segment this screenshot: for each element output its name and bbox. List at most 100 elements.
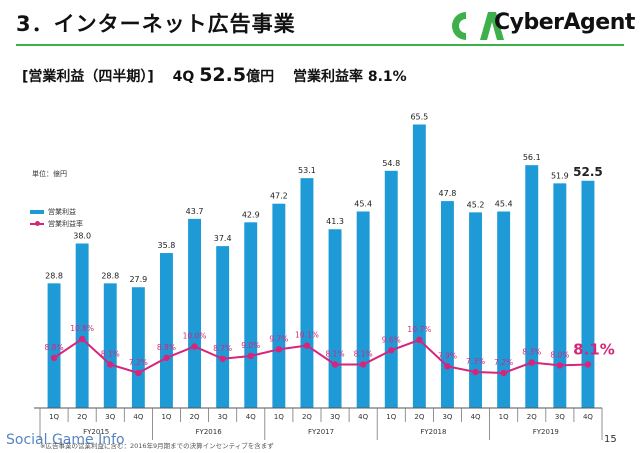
legend-bar-swatch [30,210,44,214]
margin-label: 営業利益率 [292,69,363,85]
bar-value-label: 54.8 [382,159,400,168]
bar [356,211,370,408]
margin-value-label: 7.3% [466,357,485,366]
margin-point [50,354,58,362]
margin-point [135,369,142,377]
fiscal-year-label: FY2016 [196,428,223,436]
legend-line-label: 営業利益率 [48,220,83,228]
bar-value-label: 28.8 [45,271,63,280]
margin-value-label: 7.2% [494,358,513,367]
margin-value-label: 8.3% [522,348,541,357]
x-tick-label: 2Q [414,413,424,421]
margin-value-label: 8.8% [45,343,64,352]
fiscal-year-label: FY2019 [533,428,559,436]
margin-value-label: 8.8% [157,343,176,352]
margin-value-label: 10.8% [70,324,94,333]
margin-value-label: 8.1% [573,340,615,358]
margin-point [500,369,507,377]
margin-point [528,359,535,366]
margin-point [584,361,592,368]
margin-value-label: 9.7% [269,334,288,343]
bar-value-label: 56.1 [523,153,541,162]
bar [469,212,483,408]
bar [553,183,567,408]
x-tick-label: 2Q [302,413,312,421]
margin-point [388,347,395,354]
bar [525,165,539,408]
bar-value-label: 28.8 [101,271,119,280]
x-tick-label: 1Q [499,413,509,421]
bar [328,229,342,408]
bar [440,201,454,408]
x-tick-label: 1Q [161,413,171,421]
bar [384,170,398,408]
x-tick-label: 3Q [442,413,452,421]
margin-point [444,363,451,370]
margin-line [53,337,588,375]
bar-value-label: 47.2 [270,192,288,201]
margin-point [303,342,311,349]
margin-point [556,362,564,369]
margin-point [78,335,86,343]
x-tick-label: 3Q [105,413,115,421]
legend-item-operating-profit: 営業利益 [30,207,76,217]
margin-point [359,361,367,368]
watermark: Social Game Info [6,432,125,448]
header-divider [16,44,624,46]
margin-value-label: 7.2% [129,358,148,367]
bar [581,180,595,408]
margin-value-label: 8.1% [101,349,120,358]
x-tick-label: 4Q [358,413,368,421]
x-tick-label: 2Q [527,413,537,421]
bar-value-label: 43.7 [186,207,204,216]
bar-value-label: 45.2 [467,200,485,209]
bar-value-label: 35.8 [158,241,176,250]
bar [75,243,89,408]
bar [131,287,145,408]
margin-point [107,361,114,368]
margin-value-label: 8.0% [550,350,569,359]
x-tick-label: 2Q [77,413,87,421]
bar [497,211,511,408]
margin-value-label: 10.1% [295,331,319,340]
margin-point [191,343,198,350]
margin-point [275,346,283,353]
x-tick-label: 3Q [330,413,340,421]
bar [103,283,117,408]
x-tick-label: 4Q [246,413,256,421]
unit-label: 単位：億円 [32,170,67,178]
page-number: 15 [604,434,617,445]
x-tick-label: 4Q [133,413,143,421]
bar-value-label: 42.9 [242,210,260,219]
bar [412,124,426,408]
margin-point [472,368,479,376]
bar [272,203,286,408]
margin-value: 8.1 [367,69,393,85]
profit-value: 52.5 [199,64,247,86]
bar-value-label: 41.3 [326,217,344,226]
ca-logo-icon [452,12,504,40]
logo-text: CyberAgent [494,10,635,35]
bar [300,178,314,408]
margin-point [331,361,339,368]
margin-point [219,355,226,362]
margin-value-label: 9.0% [241,341,260,350]
x-tick-label: 2Q [190,413,200,421]
x-tick-label: 3Q [555,413,565,421]
bar [159,253,173,408]
bar-value-label: 45.4 [354,199,372,208]
fiscal-year-label: FY2018 [420,428,446,436]
bar [47,283,61,408]
bar-value-label: 53.1 [298,166,316,175]
bar-value-label: 38.0 [73,232,91,241]
x-tick-label: 1Q [274,413,284,421]
margin-value-label: 10.7% [407,325,431,334]
margin-value-label: 9.6% [382,335,401,344]
bar [244,222,258,408]
margin-value-label: 8.7% [213,344,232,353]
x-tick-label: 3Q [218,413,228,421]
profit-unit: 億円 [246,69,275,85]
margin-value-label: 8.1% [354,349,373,358]
fiscal-year-label: FY2017 [308,428,334,436]
